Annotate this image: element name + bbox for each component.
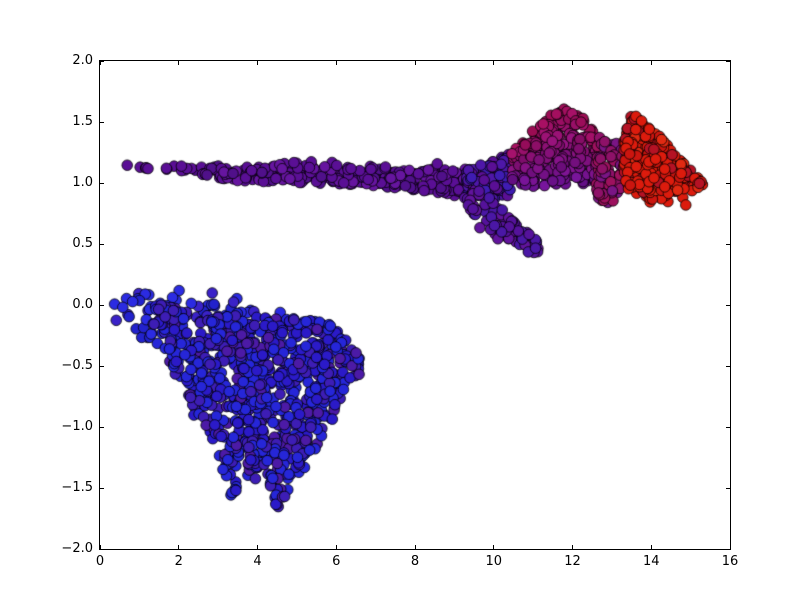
y-tick-mark-right — [726, 243, 730, 245]
axes-frame — [99, 60, 731, 550]
x-tick-label: 16 — [721, 554, 739, 569]
x-tick-label: 8 — [410, 554, 420, 569]
x-tick-mark — [178, 545, 180, 549]
y-tick-mark-right — [726, 365, 730, 367]
x-tick-mark-top — [572, 61, 573, 65]
scatter-points-canvas — [100, 61, 730, 549]
x-tick-mark — [99, 545, 101, 549]
y-tick-mark — [100, 121, 104, 123]
y-tick-label: −0.5 — [61, 358, 93, 373]
y-tick-label: 0.5 — [72, 236, 93, 251]
y-tick-label: 0.0 — [72, 297, 93, 312]
x-tick-mark — [572, 545, 573, 549]
x-tick-mark-top — [257, 61, 258, 65]
y-tick-mark — [100, 243, 104, 245]
x-tick-mark — [257, 545, 258, 549]
x-tick-label: 4 — [253, 554, 262, 569]
y-tick-mark-right — [726, 60, 730, 62]
x-tick-mark-top — [414, 61, 416, 65]
x-tick-label: 10 — [485, 554, 503, 569]
x-tick-label: 14 — [642, 554, 660, 569]
x-tick-mark — [414, 545, 416, 549]
y-tick-mark — [100, 304, 104, 306]
y-tick-mark — [100, 487, 104, 489]
x-tick-mark-top — [335, 61, 337, 65]
y-tick-label: 1.0 — [72, 175, 93, 190]
x-tick-mark-top — [729, 61, 731, 65]
y-tick-mark-right — [726, 426, 730, 428]
x-tick-mark-top — [99, 61, 101, 65]
y-tick-mark-right — [726, 121, 730, 123]
y-tick-label: −2.0 — [61, 541, 93, 556]
y-tick-label: 1.5 — [72, 114, 93, 129]
y-tick-label: −1.5 — [61, 480, 93, 495]
x-tick-mark — [650, 545, 652, 549]
x-tick-mark — [493, 545, 495, 549]
y-tick-mark-right — [726, 548, 730, 550]
y-tick-mark — [100, 548, 104, 550]
y-tick-mark-right — [726, 487, 730, 489]
x-tick-label: 6 — [332, 554, 341, 569]
x-tick-mark-top — [178, 61, 180, 65]
y-tick-label: 2.0 — [72, 53, 93, 68]
y-tick-mark — [100, 60, 104, 62]
x-tick-mark-top — [650, 61, 652, 65]
y-tick-mark-right — [726, 182, 730, 184]
y-tick-mark — [100, 365, 104, 367]
y-tick-mark — [100, 182, 104, 184]
x-tick-mark-top — [493, 61, 495, 65]
x-tick-label: 12 — [564, 554, 581, 569]
y-tick-mark-right — [726, 304, 730, 306]
x-tick-mark — [729, 545, 731, 549]
x-tick-label: 2 — [174, 554, 183, 569]
y-tick-label: −1.0 — [61, 419, 93, 434]
x-tick-mark — [335, 545, 337, 549]
x-tick-label: 0 — [95, 554, 105, 569]
y-tick-mark — [100, 426, 104, 428]
